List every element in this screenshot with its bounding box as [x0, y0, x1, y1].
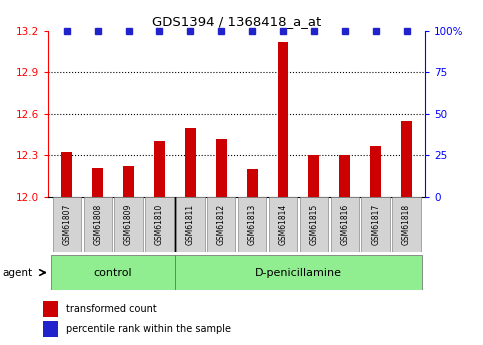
- Bar: [207, 197, 235, 252]
- Title: GDS1394 / 1368418_a_at: GDS1394 / 1368418_a_at: [152, 16, 321, 29]
- Bar: [154, 141, 165, 197]
- Text: D-penicillamine: D-penicillamine: [255, 268, 342, 277]
- Bar: [401, 121, 412, 197]
- Text: GSM61816: GSM61816: [340, 204, 349, 245]
- Bar: [61, 152, 72, 197]
- Bar: [392, 197, 421, 252]
- Bar: [43, 322, 58, 337]
- Bar: [53, 197, 81, 252]
- Text: GSM61818: GSM61818: [402, 204, 411, 245]
- Text: percentile rank within the sample: percentile rank within the sample: [66, 324, 231, 334]
- Bar: [238, 197, 266, 252]
- Text: GSM61807: GSM61807: [62, 204, 71, 245]
- Bar: [299, 197, 328, 252]
- Text: GSM61813: GSM61813: [248, 204, 256, 245]
- Text: agent: agent: [2, 268, 32, 277]
- Bar: [216, 139, 227, 197]
- Bar: [92, 168, 103, 197]
- Bar: [43, 301, 58, 317]
- Bar: [185, 128, 196, 197]
- Bar: [84, 197, 112, 252]
- Bar: [247, 169, 257, 197]
- Text: GSM61812: GSM61812: [217, 204, 226, 245]
- Text: transformed count: transformed count: [66, 304, 156, 314]
- Text: GSM61814: GSM61814: [279, 204, 287, 245]
- Bar: [340, 155, 350, 197]
- Text: GSM61809: GSM61809: [124, 204, 133, 245]
- Bar: [278, 42, 288, 197]
- Bar: [176, 197, 205, 252]
- Bar: [123, 166, 134, 197]
- Bar: [175, 255, 422, 290]
- Bar: [51, 255, 175, 290]
- Bar: [361, 197, 390, 252]
- Bar: [370, 146, 381, 197]
- Bar: [309, 155, 319, 197]
- Text: GSM61815: GSM61815: [310, 204, 318, 245]
- Text: GSM61811: GSM61811: [186, 204, 195, 245]
- Bar: [114, 197, 143, 252]
- Bar: [269, 197, 297, 252]
- Text: GSM61808: GSM61808: [93, 204, 102, 245]
- Text: GSM61817: GSM61817: [371, 204, 380, 245]
- Text: GSM61810: GSM61810: [155, 204, 164, 245]
- Bar: [145, 197, 174, 252]
- Bar: [330, 197, 359, 252]
- Text: control: control: [94, 268, 132, 277]
